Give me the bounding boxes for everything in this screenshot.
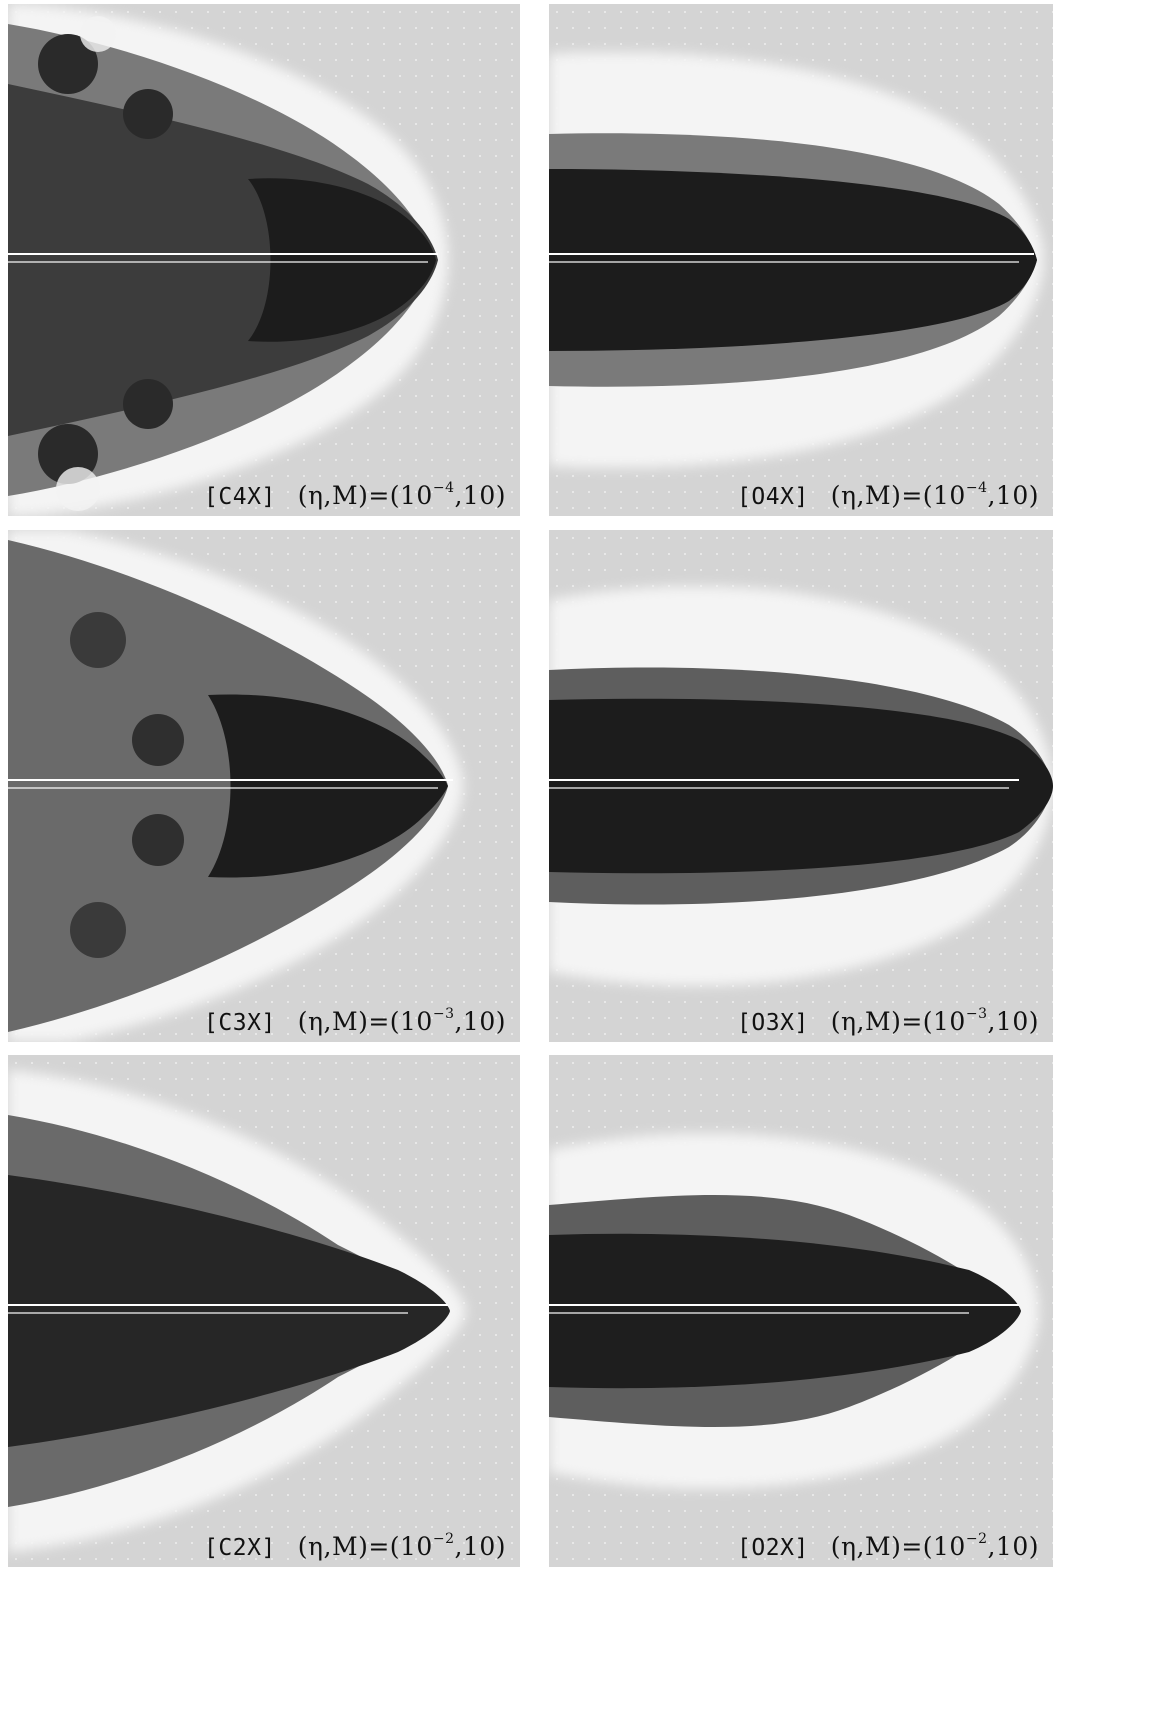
panel-label-c3x: [C3X] (η,M)=(10−3,10) (204, 1006, 506, 1036)
simulation-image-o4x (549, 4, 1053, 516)
panel-o4x: [O4X] (η,M)=(10−4,10) (549, 4, 1053, 516)
run-id: [C4X] (204, 484, 276, 510)
parameter-label: (η,M)=(10−3,10) (297, 1006, 506, 1036)
panel-label-o2x: [O2X] (η,M)=(10−2,10) (737, 1531, 1039, 1561)
panel-label-o4x: [O4X] (η,M)=(10−4,10) (737, 480, 1039, 510)
parameter-label: (η,M)=(10−4,10) (830, 480, 1039, 510)
panel-o2x: [O2X] (η,M)=(10−2,10) (549, 1055, 1053, 1567)
panel-c3x: [C3X] (η,M)=(10−3,10) (8, 530, 520, 1042)
run-id: [C3X] (204, 1010, 276, 1036)
simulation-image-o2x (549, 1055, 1053, 1567)
simulation-image-o3x (549, 530, 1053, 1042)
parameter-label: (η,M)=(10−2,10) (297, 1531, 506, 1561)
simulation-image-c3x (8, 530, 520, 1042)
run-id: [O2X] (737, 1535, 809, 1561)
panel-label-c2x: [C2X] (η,M)=(10−2,10) (204, 1531, 506, 1561)
panel-label-c4x: [C4X] (η,M)=(10−4,10) (204, 480, 506, 510)
panel-c4x: [C4X] (η,M)=(10−4,10) (8, 4, 520, 516)
panel-c2x: [C2X] (η,M)=(10−2,10) (8, 1055, 520, 1567)
parameter-label: (η,M)=(10−3,10) (830, 1006, 1039, 1036)
panel-o3x: [O3X] (η,M)=(10−3,10) (549, 530, 1053, 1042)
run-id: [C2X] (204, 1535, 276, 1561)
simulation-image-c4x (8, 4, 520, 516)
parameter-label: (η,M)=(10−2,10) (830, 1531, 1039, 1561)
simulation-image-c2x (8, 1055, 520, 1567)
panel-label-o3x: [O3X] (η,M)=(10−3,10) (737, 1006, 1039, 1036)
run-id: [O3X] (737, 1010, 809, 1036)
run-id: [O4X] (737, 484, 809, 510)
parameter-label: (η,M)=(10−4,10) (297, 480, 506, 510)
